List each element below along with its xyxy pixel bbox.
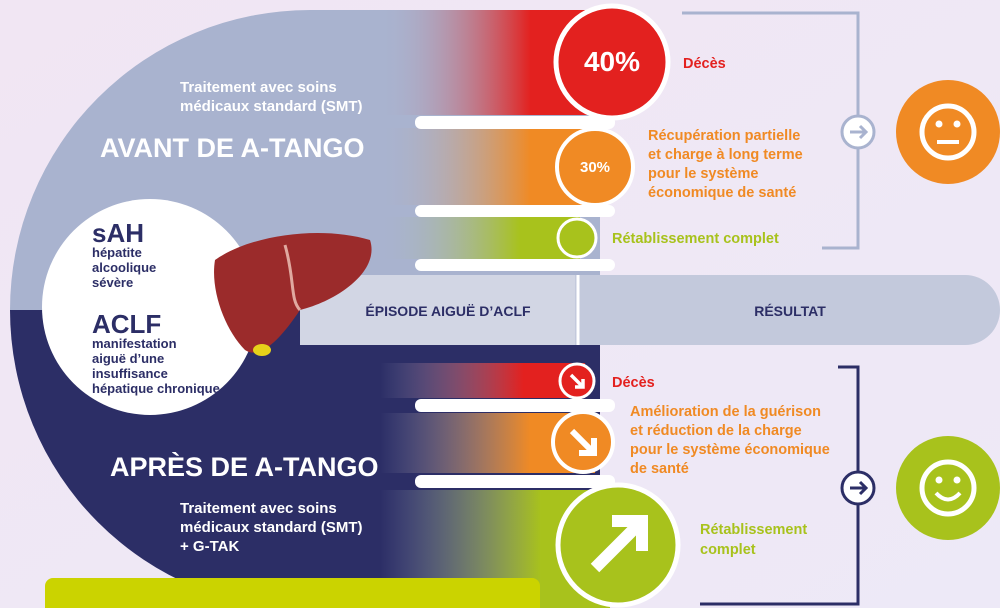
footer-box xyxy=(45,578,540,608)
aclf-desc: hépatique chronique xyxy=(92,381,220,396)
gallbladder xyxy=(253,344,271,356)
sah-desc: hépatite xyxy=(92,245,142,260)
section-title: APRÈS DE A-TANGO xyxy=(110,451,379,482)
percentage: 40% xyxy=(584,46,640,77)
outcome-label: Rétablissement xyxy=(700,522,807,538)
treatment: médicaux standard (SMT) xyxy=(180,519,363,536)
outcome-label: pour le système économique xyxy=(630,442,830,458)
outcome-label: et charge à long terme xyxy=(648,147,803,163)
treatment: médicaux standard (SMT) xyxy=(180,98,363,115)
outcome-label: et réduction de la charge xyxy=(630,423,802,439)
separator xyxy=(415,259,615,271)
outcome-label: complet xyxy=(700,542,756,558)
treatment: + G-TAK xyxy=(180,538,239,555)
sah-desc: alcoolique xyxy=(92,260,156,275)
band-label: RÉSULTAT xyxy=(754,303,826,319)
outcome-label: de santé xyxy=(630,461,689,477)
treatment: Traitement avec soins xyxy=(180,500,337,517)
outcome-label: pour le système xyxy=(648,166,758,182)
separator xyxy=(415,116,615,129)
percentage: 30% xyxy=(580,159,610,176)
bar xyxy=(380,363,585,398)
separator xyxy=(415,399,615,412)
outcome-label: Décès xyxy=(612,375,655,391)
outcome-label: Récupération partielle xyxy=(648,128,800,144)
eye xyxy=(936,121,943,128)
aclf-desc: insuffisance xyxy=(92,366,168,381)
section-title: AVANT DE A-TANGO xyxy=(100,133,364,163)
aclf-desc: manifestation xyxy=(92,336,177,351)
outcome-label: Amélioration de la guérison xyxy=(630,404,821,420)
outcome-label: Décès xyxy=(683,56,726,72)
outcome-label: Rétablissement complet xyxy=(612,231,779,247)
eye xyxy=(936,477,943,484)
happy-face xyxy=(896,436,1000,540)
eye xyxy=(954,477,961,484)
circle xyxy=(558,219,596,257)
band-label: ÉPISODE AIGUË D’ACLF xyxy=(365,303,531,319)
separator xyxy=(415,205,615,217)
separator xyxy=(415,475,615,488)
sah-desc: sévère xyxy=(92,275,133,290)
outcome-label: économique de santé xyxy=(648,185,796,201)
treatment: Traitement avec soins xyxy=(180,79,337,96)
aclf-desc: aiguë d’une xyxy=(92,351,164,366)
neutral-face xyxy=(896,80,1000,184)
bar xyxy=(380,217,580,259)
aclf: ACLF xyxy=(92,309,161,339)
sah: sAH xyxy=(92,218,144,248)
eye xyxy=(954,121,961,128)
infographic: Traitement avec soins médicaux standard … xyxy=(0,0,1000,608)
